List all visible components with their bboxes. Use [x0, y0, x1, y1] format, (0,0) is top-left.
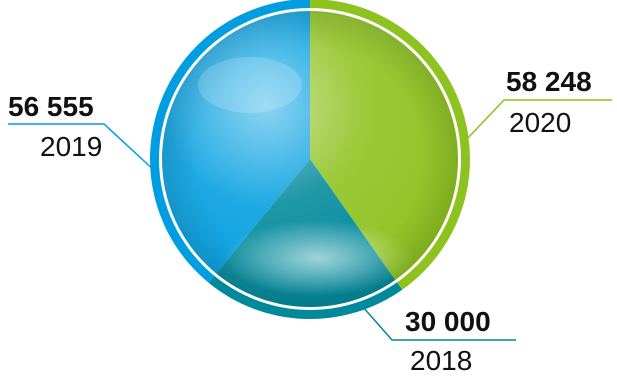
year-label-2020: 2020	[509, 107, 572, 138]
leader-line-2020	[465, 99, 612, 141]
leader-lines	[8, 99, 612, 341]
year-label-2018: 2018	[410, 345, 473, 376]
year-label-2019: 2019	[40, 131, 103, 162]
bubble-highlight	[198, 57, 302, 113]
pie-gloss-overlay	[162, 11, 458, 307]
leader-line-2018	[361, 305, 516, 341]
bubble-bottom-glow	[223, 220, 413, 296]
value-label-2019: 56 555	[8, 91, 94, 122]
value-label-2020: 58 248	[506, 66, 592, 97]
leader-line-2019	[8, 123, 158, 174]
value-label-2018: 30 000	[405, 306, 491, 337]
